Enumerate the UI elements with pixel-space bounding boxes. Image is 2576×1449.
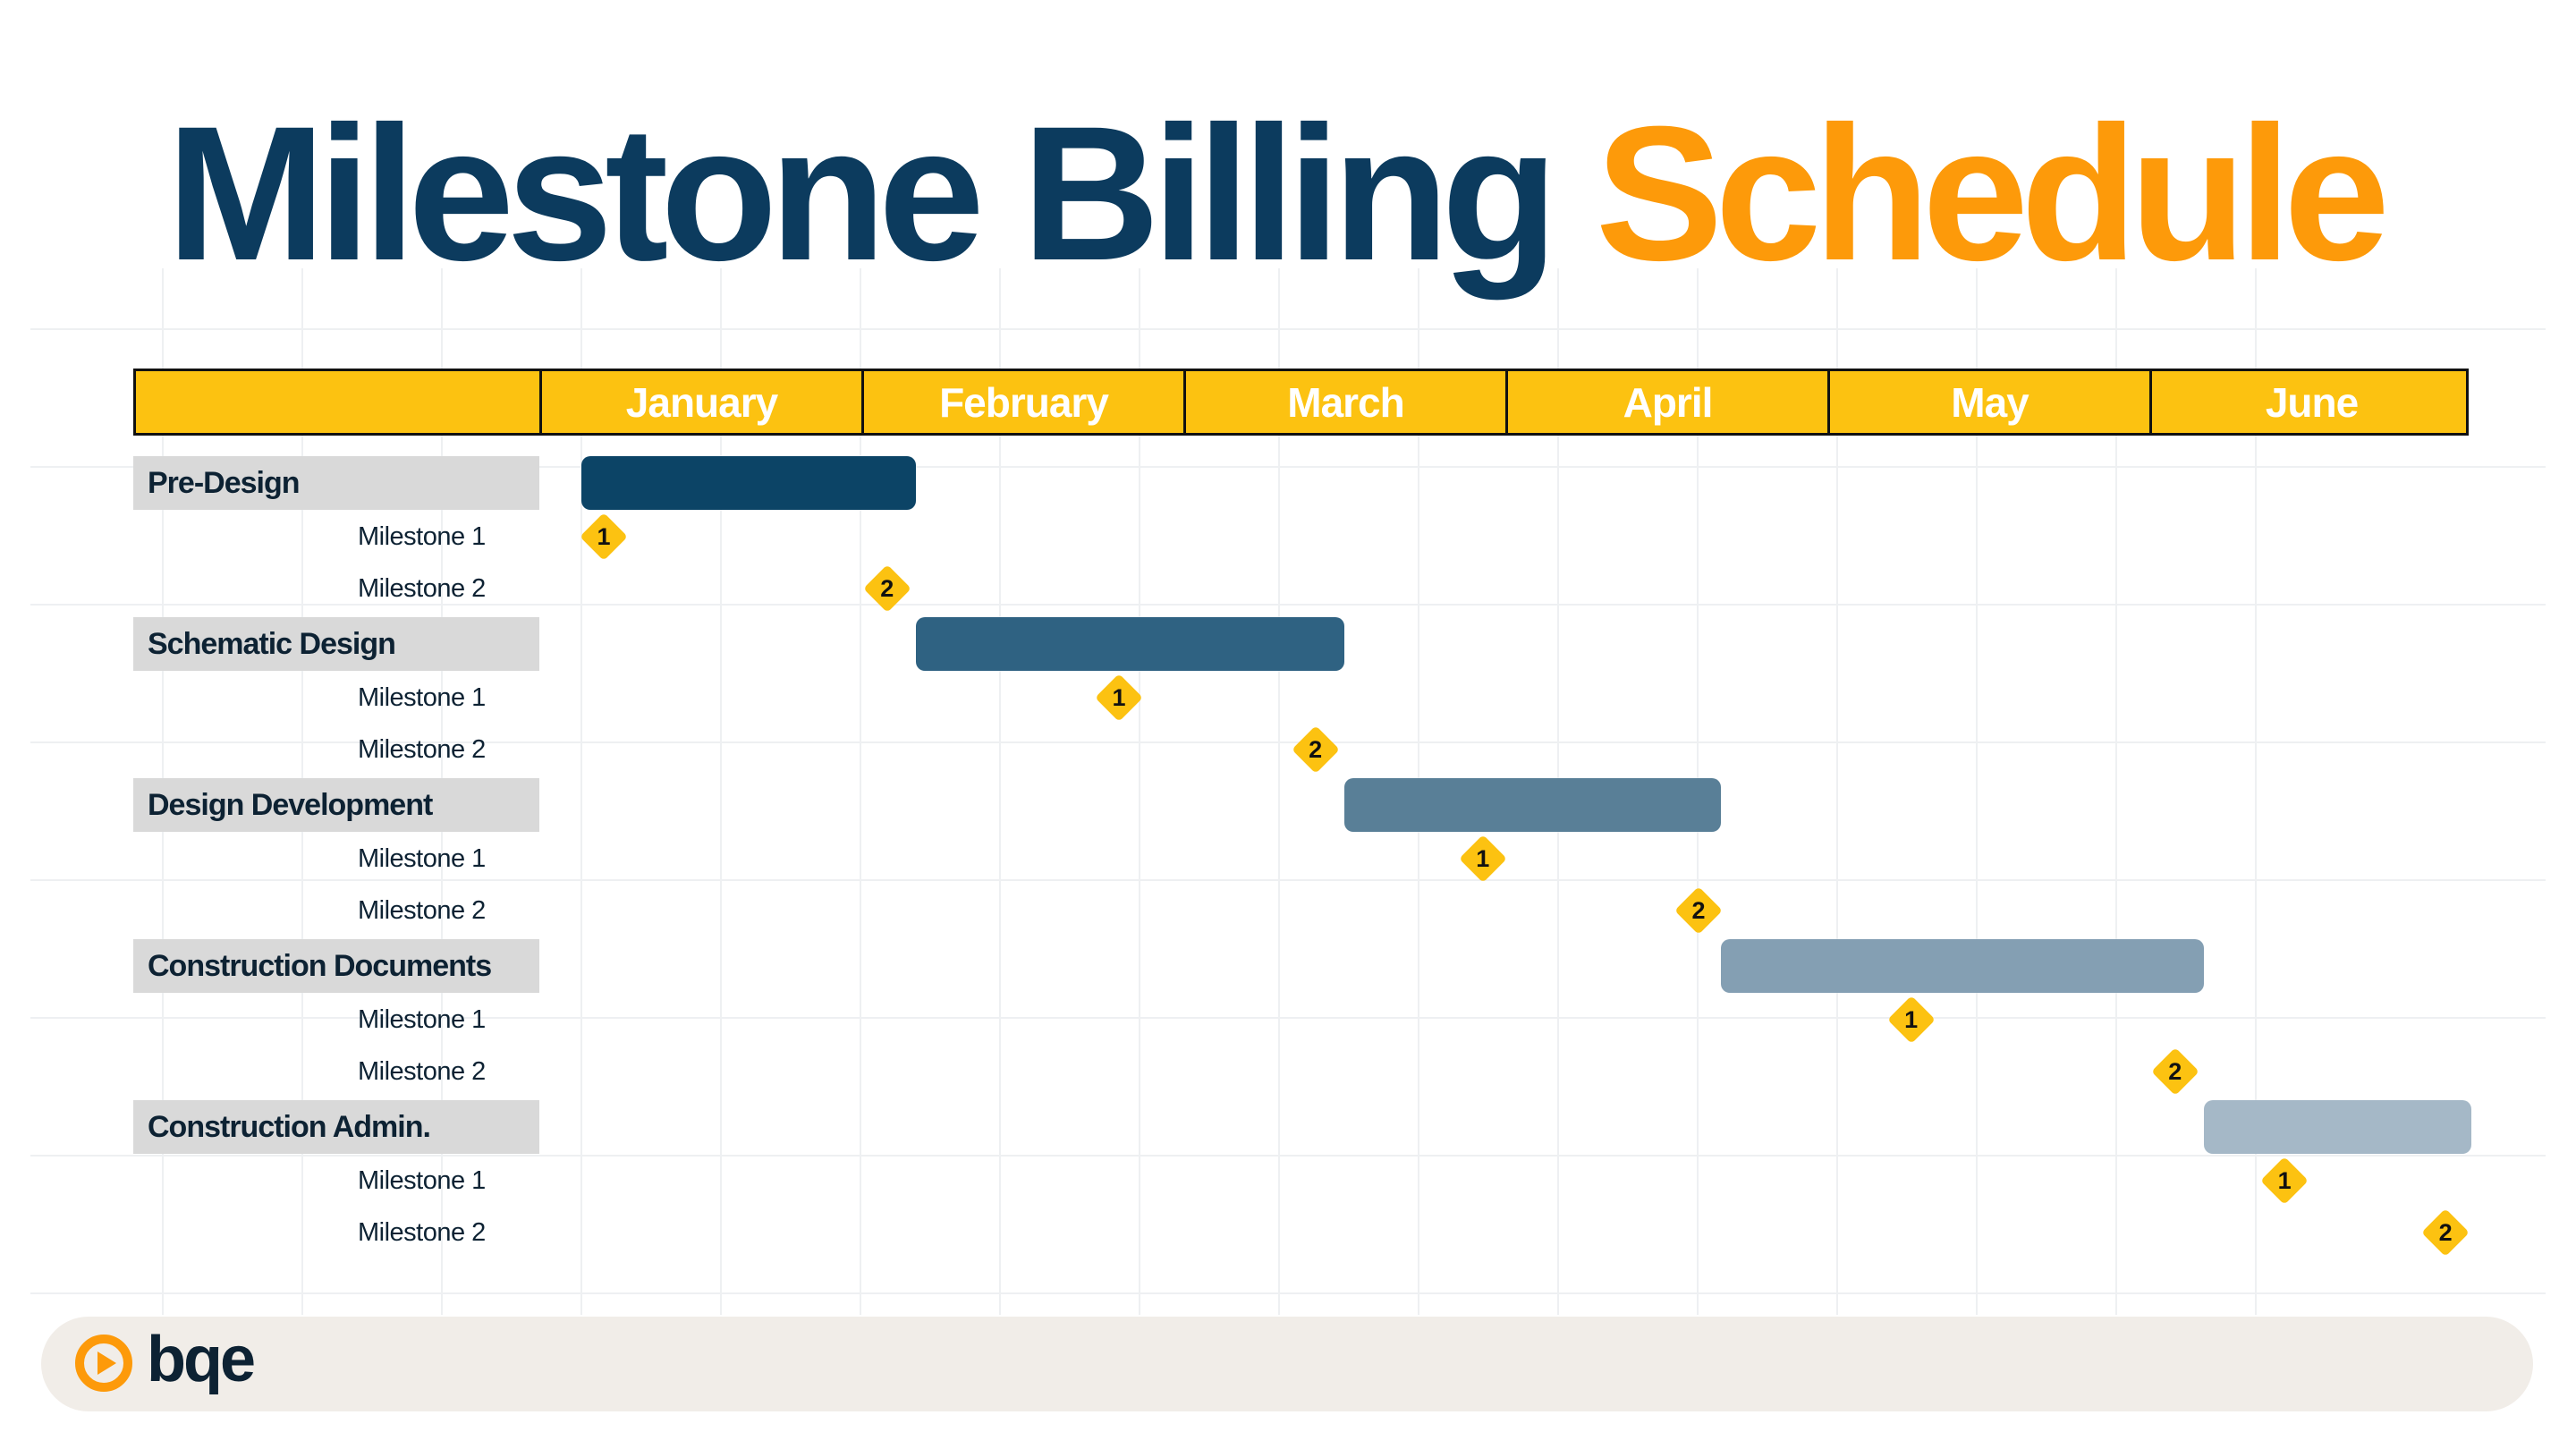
milestone-label: Milestone 2 bbox=[358, 1217, 486, 1247]
month-january: January bbox=[539, 371, 861, 433]
month-february: February bbox=[861, 371, 1183, 433]
milestone-label: Milestone 2 bbox=[358, 734, 486, 764]
milestone-number: 2 bbox=[2168, 1057, 2182, 1085]
milestone-label: Milestone 1 bbox=[358, 521, 486, 551]
milestone-label: Milestone 1 bbox=[358, 1165, 486, 1195]
title-accent: Schedule bbox=[1595, 87, 2390, 301]
phase-label: Schematic Design bbox=[133, 617, 539, 671]
milestone-number: 1 bbox=[1112, 683, 1126, 711]
page-title: Milestone Billing Schedule bbox=[166, 98, 2390, 290]
milestone-label: Milestone 2 bbox=[358, 573, 486, 603]
footer-bar: bqe bbox=[41, 1317, 2533, 1411]
milestone-number: 1 bbox=[1904, 1005, 1919, 1033]
milestone-label: Milestone 2 bbox=[358, 895, 486, 925]
phase-bar bbox=[580, 456, 917, 510]
milestone-number: 1 bbox=[597, 522, 611, 550]
logo-text: bqe bbox=[147, 1324, 256, 1395]
phase-bar bbox=[2204, 1100, 2471, 1154]
milestone-label: Milestone 1 bbox=[358, 843, 486, 873]
phase-label: Construction Admin. bbox=[133, 1100, 539, 1154]
milestone-label: Milestone 2 bbox=[358, 1056, 486, 1086]
milestone-label: Milestone 1 bbox=[358, 1004, 486, 1034]
milestone-number: 2 bbox=[2438, 1218, 2453, 1246]
phase-bar bbox=[1344, 778, 1722, 832]
phase-label: Design Development bbox=[133, 778, 539, 832]
month-header: January February March April May June bbox=[133, 369, 2469, 436]
month-april: April bbox=[1505, 371, 1827, 433]
milestone-number: 2 bbox=[1691, 896, 1706, 924]
phase-bar bbox=[916, 617, 1344, 671]
month-march: March bbox=[1183, 371, 1505, 433]
phase-bar bbox=[1721, 939, 2205, 993]
phase-label: Pre-Design bbox=[133, 456, 539, 510]
title-main: Milestone Billing bbox=[166, 87, 1558, 301]
milestone-number: 2 bbox=[1309, 735, 1323, 763]
month-may: May bbox=[1827, 371, 2149, 433]
month-june: June bbox=[2149, 371, 2471, 433]
milestone-number: 1 bbox=[1476, 844, 1490, 872]
milestone-number: 2 bbox=[880, 574, 894, 602]
milestone-label: Milestone 1 bbox=[358, 682, 486, 712]
play-circle-icon bbox=[75, 1335, 132, 1392]
phase-label: Construction Documents bbox=[133, 939, 539, 993]
milestone-number: 1 bbox=[2277, 1166, 2292, 1194]
